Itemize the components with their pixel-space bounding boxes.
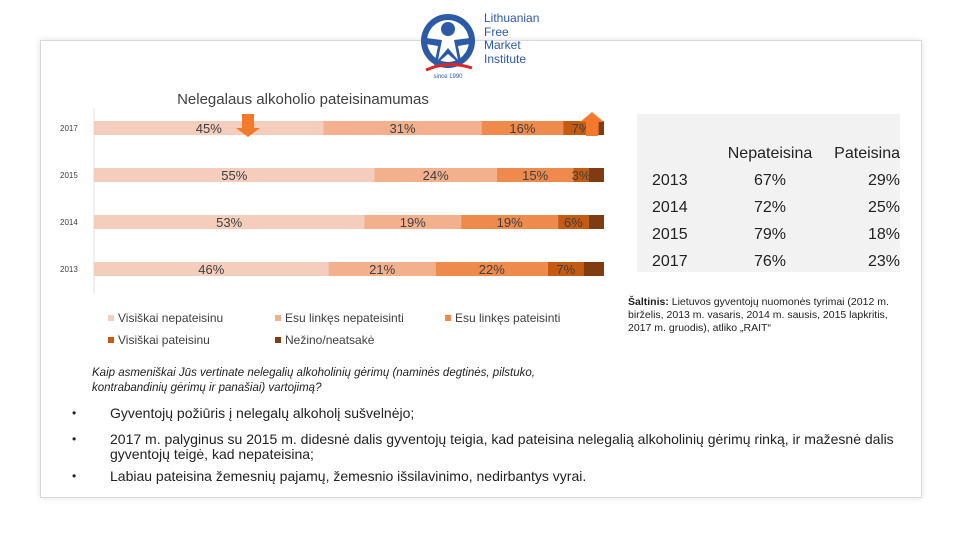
bar-segment bbox=[588, 215, 604, 229]
bullet-item: • 2017 m. palyginus su 2015 m. didesnė da… bbox=[72, 432, 912, 462]
table-row: 2017 76% 23% bbox=[644, 248, 900, 275]
source-note: Šaltinis: Lietuvos gyventojų nuomonės ty… bbox=[628, 296, 913, 335]
table-row: 2014 72% 25% bbox=[644, 194, 900, 221]
legend-label: Visiškai nepateisinu bbox=[118, 311, 223, 325]
bar-segment bbox=[547, 262, 584, 276]
bullet-dot-icon: • bbox=[72, 406, 77, 420]
data-label: 6% bbox=[564, 215, 583, 230]
bar-segment bbox=[461, 215, 559, 229]
bar-segment bbox=[588, 168, 604, 182]
bar-segment bbox=[573, 168, 589, 182]
bar-segment bbox=[328, 262, 436, 276]
bar-segment bbox=[323, 121, 482, 135]
summary-table: Nepateisina Pateisina 2013 67% 29% 2014 … bbox=[644, 140, 900, 275]
data-label: 22% bbox=[479, 262, 505, 277]
lfmi-emblem-icon: since 1990 bbox=[421, 14, 475, 80]
table-row: 2013 67% 29% bbox=[644, 167, 900, 194]
bullet-text: Gyventojų požiūris į nelegalų alkoholį s… bbox=[110, 405, 415, 421]
stacked-bar-chart: Nelegalaus alkoholio pateisinamumas 2017 4… bbox=[60, 91, 604, 347]
slide-frame bbox=[40, 40, 922, 498]
source-text: Lietuvos gyventojų nuomonės tyrimai (201… bbox=[628, 296, 889, 334]
logo-seal-text: since 1990 bbox=[433, 74, 463, 80]
arrow-up-icon bbox=[580, 112, 604, 136]
legend-swatch bbox=[275, 337, 281, 343]
data-label: 19% bbox=[400, 215, 426, 230]
data-label: 53% bbox=[216, 215, 242, 230]
bullet-dot-icon: • bbox=[72, 432, 77, 446]
logo-text: Lithuanian Free Market Institute bbox=[484, 11, 540, 66]
logo-line: Market bbox=[484, 38, 521, 52]
legend-swatch bbox=[445, 315, 451, 321]
legend-label: Nežino/neatsakė bbox=[285, 333, 375, 347]
bullet-text: Labiau pateisina žemesnių pajamų, žemesn… bbox=[110, 468, 587, 484]
legend-swatch bbox=[108, 337, 114, 343]
table-year-cell: 2014 bbox=[652, 198, 688, 216]
lfmi-logo: since 1990 Lithuanian Free Market Instit… bbox=[420, 8, 570, 80]
table-value-cell: 25% bbox=[867, 198, 900, 216]
bullet-text: 2017 m. palyginus su 2015 m. didesnė dal… bbox=[110, 431, 894, 462]
data-label: 46% bbox=[198, 262, 224, 277]
data-label: 15% bbox=[522, 168, 548, 183]
table-value-cell: 18% bbox=[867, 225, 900, 243]
y-tick-label: 2013 bbox=[60, 265, 78, 274]
y-tick-label: 2015 bbox=[60, 171, 78, 180]
bar-segment bbox=[94, 121, 324, 135]
data-label: 45% bbox=[196, 121, 222, 136]
bar-segment bbox=[435, 262, 548, 276]
table-year-cell: 2013 bbox=[652, 171, 688, 189]
data-label: 55% bbox=[221, 168, 247, 183]
table-header-row: Nepateisina Pateisina bbox=[644, 140, 900, 167]
table-header-cell: Nepateisina bbox=[727, 144, 813, 162]
legend-label: Esu linkęs pateisinti bbox=[455, 311, 560, 325]
y-tick-label: 2017 bbox=[60, 124, 78, 133]
chart-title: Nelegalaus alkoholio pateisinamumas bbox=[177, 91, 429, 108]
table-value-cell: 79% bbox=[753, 225, 787, 243]
data-label: 3% bbox=[572, 168, 591, 183]
table-year-cell: 2015 bbox=[652, 225, 688, 243]
bar-segment bbox=[374, 168, 497, 182]
table-header-cell: Pateisina bbox=[834, 144, 900, 162]
bar-segment bbox=[598, 121, 604, 135]
legend-swatch bbox=[108, 315, 114, 321]
bullet-item: • Labiau pateisina žemesnių pajamų, žemes… bbox=[72, 469, 912, 484]
source-label: Šaltinis: bbox=[628, 296, 669, 308]
table-year-cell: 2017 bbox=[652, 252, 688, 270]
data-label: 21% bbox=[369, 262, 395, 277]
bullet-list: • Gyventojų požiūris į nelegalų alkoholį … bbox=[72, 406, 912, 491]
logo-line: Free bbox=[484, 24, 509, 39]
data-label: 24% bbox=[423, 168, 449, 183]
survey-question: Kaip asmeniškai Jūs vertinate nelegalių … bbox=[92, 367, 535, 394]
data-label: 7% bbox=[556, 262, 575, 277]
logo-line: Lithuanian bbox=[484, 11, 540, 25]
data-label: 31% bbox=[390, 121, 416, 136]
bar-segment bbox=[364, 215, 462, 229]
bar-segment bbox=[94, 168, 375, 182]
legend-label: Esu linkęs nepateisinti bbox=[285, 311, 404, 325]
table-value-cell: 72% bbox=[753, 198, 787, 216]
logo-line: Institute bbox=[484, 51, 527, 66]
arrow-down-icon bbox=[236, 114, 260, 137]
bar-segment bbox=[558, 215, 589, 229]
legend-label: Visiškai pateisinu bbox=[118, 333, 210, 347]
bar-segment bbox=[94, 215, 365, 229]
bar-segment bbox=[481, 121, 564, 135]
bar-segment bbox=[94, 262, 329, 276]
table-value-cell: 67% bbox=[753, 171, 787, 189]
table-value-cell: 29% bbox=[867, 171, 900, 189]
bullet-item: • Gyventojų požiūris į nelegalų alkoholį … bbox=[72, 406, 912, 421]
table-header-cell bbox=[644, 140, 720, 167]
bar-segment bbox=[583, 262, 604, 276]
y-tick-label: 2014 bbox=[60, 218, 78, 227]
summary-table-panel bbox=[637, 114, 900, 272]
data-label: 19% bbox=[497, 215, 523, 230]
bullet-dot-icon: • bbox=[72, 469, 77, 483]
legend-swatch bbox=[275, 315, 281, 321]
table-value-cell: 76% bbox=[753, 252, 787, 270]
table-value-cell: 23% bbox=[867, 252, 900, 270]
bar-segment bbox=[496, 168, 574, 182]
table-row: 2015 79% 18% bbox=[644, 221, 900, 248]
data-label: 16% bbox=[509, 121, 535, 136]
